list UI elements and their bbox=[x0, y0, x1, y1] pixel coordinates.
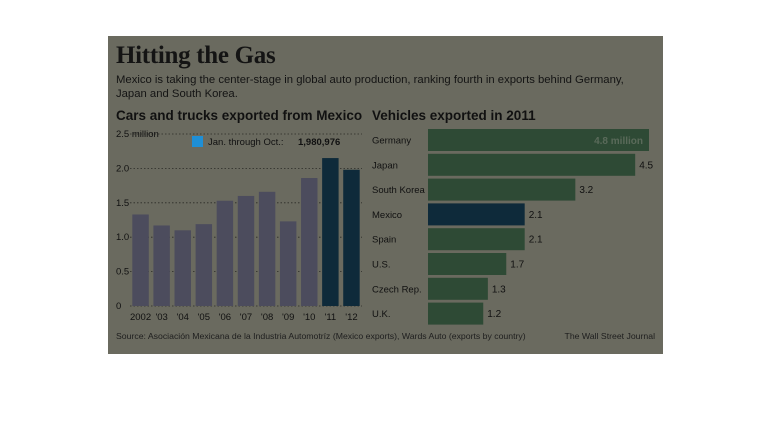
source-note: Source: Asociación Mexicana de la Indust… bbox=[116, 331, 526, 341]
category-label: Czech Rep. bbox=[372, 284, 422, 295]
x-tick-label: '05 bbox=[198, 312, 210, 323]
bar bbox=[428, 277, 488, 300]
bar bbox=[428, 178, 576, 201]
value-label: 1.2 bbox=[487, 309, 501, 320]
bar bbox=[153, 225, 170, 306]
y-tick-label: 2.0 bbox=[116, 163, 129, 174]
x-tick-label: '04 bbox=[177, 312, 189, 323]
x-tick-label: '07 bbox=[240, 312, 252, 323]
bar bbox=[195, 224, 213, 306]
bar bbox=[343, 169, 360, 306]
y-tick-label: 1.5 bbox=[116, 198, 129, 209]
bar bbox=[174, 230, 191, 306]
bar bbox=[216, 200, 234, 306]
x-tick-label: '03 bbox=[155, 312, 167, 323]
y-tick-label: 0 bbox=[116, 301, 121, 312]
legend-label: Jan. through Oct.: bbox=[208, 137, 284, 148]
country-exports-chart: Germany 4.8 million Japan 4.5 South Korea 3.2… bbox=[372, 129, 654, 325]
legend-swatch bbox=[192, 136, 203, 147]
value-label: 4.5 bbox=[639, 160, 653, 171]
bar bbox=[428, 253, 507, 275]
category-label: U.K. bbox=[372, 309, 390, 320]
category-label: U.S. bbox=[372, 260, 390, 271]
y-tick-label: 2.5 million bbox=[116, 129, 159, 140]
x-tick-label: '09 bbox=[282, 312, 294, 323]
category-label: Japan bbox=[372, 160, 398, 171]
x-tick-label: 2002 bbox=[130, 312, 151, 323]
value-label: 1.3 bbox=[492, 284, 506, 295]
bar bbox=[279, 221, 297, 306]
category-label: Germany bbox=[372, 136, 411, 147]
value-label: 3.2 bbox=[579, 185, 593, 196]
value-label: 2.1 bbox=[529, 210, 543, 221]
legend-value: 1,980,976 bbox=[298, 137, 340, 148]
category-label: Spain bbox=[372, 235, 396, 246]
x-tick-label: '10 bbox=[303, 312, 315, 323]
bar bbox=[428, 129, 649, 151]
category-label: Mexico bbox=[372, 210, 402, 221]
chart-panel: Hitting the Gas Mexico is taking the cen… bbox=[108, 36, 663, 354]
x-tick-label: '08 bbox=[261, 312, 273, 323]
x-tick-label: '06 bbox=[219, 312, 231, 323]
bar bbox=[428, 203, 525, 226]
value-label: 1.7 bbox=[510, 260, 524, 271]
bar bbox=[428, 302, 484, 325]
value-label: 4.8 million bbox=[594, 136, 643, 147]
y-tick-label: 0.5 bbox=[116, 267, 129, 278]
chart-title: Hitting the Gas bbox=[116, 42, 276, 69]
category-label: South Korea bbox=[372, 185, 426, 196]
publisher-credit: The Wall Street Journal bbox=[564, 331, 655, 341]
right-chart-title: Vehicles exported in 2011 bbox=[372, 108, 536, 123]
bar bbox=[237, 195, 255, 306]
chart-subtitle: Mexico is taking the center-stage in glo… bbox=[116, 74, 624, 100]
x-tick-label: '11 bbox=[325, 312, 337, 323]
y-tick-label: 1.0 bbox=[116, 232, 129, 243]
mexico-exports-chart: 0 0.5 1.0 1.5 2.0 2.5 million 2002 '03 '04 '05 '06… bbox=[116, 129, 362, 323]
value-label: 2.1 bbox=[529, 235, 543, 246]
bar bbox=[428, 228, 525, 251]
bar bbox=[301, 178, 318, 306]
bar bbox=[258, 191, 276, 306]
bar bbox=[132, 214, 149, 306]
bar bbox=[428, 153, 636, 176]
bar bbox=[322, 158, 339, 306]
left-chart-title: Cars and trucks exported from Mexico bbox=[116, 108, 363, 123]
x-tick-label: '12 bbox=[345, 312, 357, 323]
